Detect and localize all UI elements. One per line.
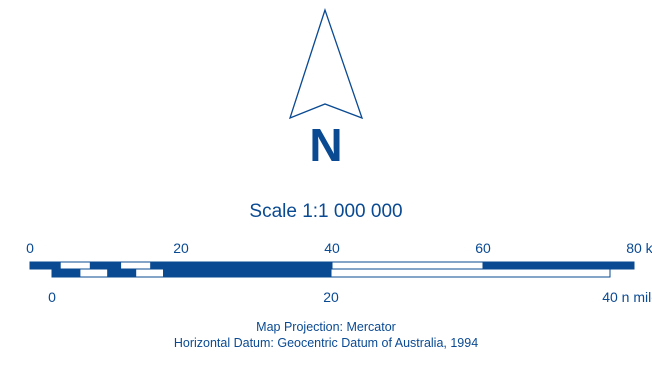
nmile-bar-segment (163, 268, 193, 278)
nmile-bar-segment (135, 268, 165, 278)
km-bar-segment (150, 261, 182, 270)
north-arrow-icon (288, 7, 364, 120)
km-tick-label: 0 (26, 240, 34, 256)
km-bar-segment (120, 261, 152, 270)
km-bar-segment (29, 261, 61, 270)
nmile-bar-segment (51, 268, 81, 278)
km-bar-segment (331, 261, 484, 270)
km-tick-label: 80 km (626, 240, 652, 256)
scale-bar (29, 261, 635, 278)
km-bar-segment (59, 261, 91, 270)
nmile-bar-segment (330, 268, 611, 278)
projection-note: Map Projection: Mercator (256, 320, 396, 334)
km-bar-segment (89, 261, 122, 270)
datum-note: Horizontal Datum: Geocentric Datum of Au… (173, 336, 479, 350)
km-bar-segment (482, 261, 635, 270)
nmile-bar-segment (107, 268, 137, 278)
scale-title: Scale 1:1 000 000 (249, 201, 403, 222)
km-tick-label: 40 (324, 240, 340, 256)
nmile-bar-segment (191, 268, 332, 278)
north-label: N (309, 119, 343, 171)
nmile-bar-segment (79, 268, 109, 278)
km-tick-label: 20 (173, 240, 189, 256)
km-bar-segment (180, 261, 333, 270)
nmile-tick-label: 40 n mile (602, 289, 652, 305)
nmile-tick-label: 0 (48, 289, 56, 305)
nmile-tick-label: 20 (323, 289, 339, 305)
km-tick-label: 60 (475, 240, 491, 256)
